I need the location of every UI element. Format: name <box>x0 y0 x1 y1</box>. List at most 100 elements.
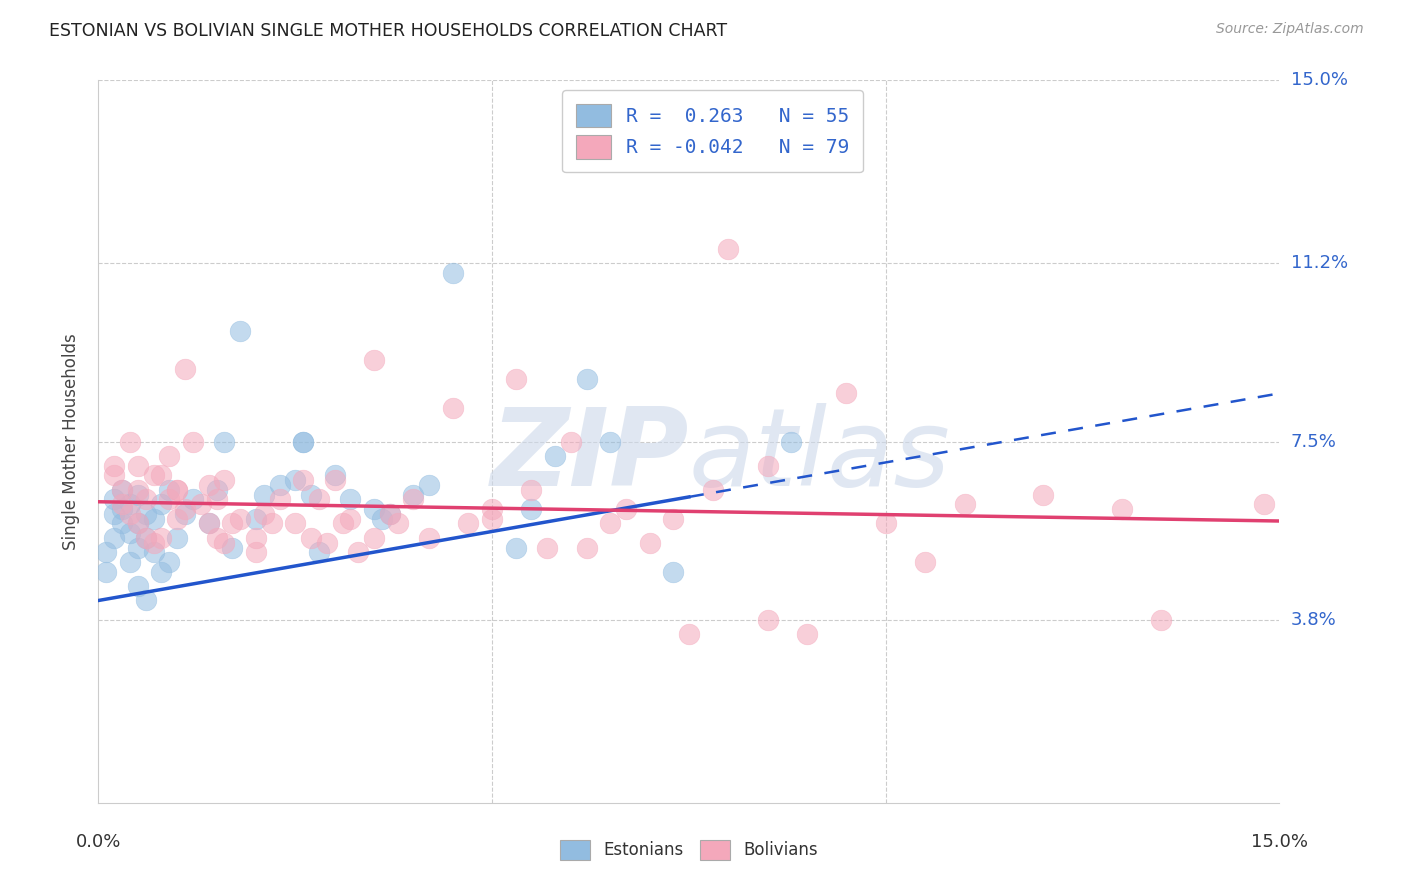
Point <box>481 511 503 525</box>
Text: atlas: atlas <box>689 403 950 508</box>
Point <box>520 502 543 516</box>
Point <box>127 487 149 501</box>
Point <box>127 516 149 531</box>
Point <box>118 434 141 449</box>
Point <box>269 478 291 492</box>
Point <box>339 492 361 507</box>
Point <box>181 492 204 507</box>
Point <box>111 516 134 531</box>
Text: 0.0%: 0.0% <box>76 833 121 851</box>
Point <box>205 483 228 497</box>
Point <box>1032 487 1054 501</box>
Text: 7.5%: 7.5% <box>1291 433 1337 450</box>
Point <box>190 497 212 511</box>
Point <box>308 545 330 559</box>
Point <box>575 541 598 555</box>
Point <box>245 531 267 545</box>
Point <box>253 487 276 501</box>
Point <box>260 516 283 531</box>
Point <box>127 458 149 473</box>
Legend: Estonians, Bolivians: Estonians, Bolivians <box>553 833 825 867</box>
Point <box>127 483 149 497</box>
Point <box>118 555 141 569</box>
Point <box>142 535 165 549</box>
Point <box>953 497 976 511</box>
Point <box>717 242 740 256</box>
Point <box>292 473 315 487</box>
Point <box>214 473 236 487</box>
Point <box>371 511 394 525</box>
Point <box>111 483 134 497</box>
Point <box>481 502 503 516</box>
Point <box>638 535 661 549</box>
Point <box>127 579 149 593</box>
Point <box>118 526 141 541</box>
Point <box>292 434 315 449</box>
Point <box>536 541 558 555</box>
Point <box>914 555 936 569</box>
Point <box>599 434 621 449</box>
Point <box>756 613 779 627</box>
Point <box>756 458 779 473</box>
Point <box>166 511 188 525</box>
Point <box>1253 497 1275 511</box>
Point <box>253 507 276 521</box>
Point <box>245 511 267 525</box>
Point <box>229 511 252 525</box>
Point <box>150 497 173 511</box>
Point <box>402 492 425 507</box>
Point <box>520 483 543 497</box>
Point <box>418 478 440 492</box>
Point <box>299 531 322 545</box>
Point <box>103 458 125 473</box>
Point <box>441 266 464 280</box>
Point <box>875 516 897 531</box>
Point <box>135 531 157 545</box>
Point <box>363 352 385 367</box>
Point <box>299 487 322 501</box>
Point <box>96 565 118 579</box>
Point <box>662 511 685 525</box>
Point <box>127 516 149 531</box>
Point <box>197 516 219 531</box>
Point <box>614 502 637 516</box>
Point <box>197 478 219 492</box>
Point <box>560 434 582 449</box>
Point <box>284 516 307 531</box>
Point <box>457 516 479 531</box>
Point <box>347 545 370 559</box>
Point <box>269 492 291 507</box>
Point <box>505 372 527 386</box>
Point <box>363 531 385 545</box>
Point <box>418 531 440 545</box>
Point <box>205 531 228 545</box>
Point <box>575 372 598 386</box>
Point <box>103 468 125 483</box>
Point <box>96 545 118 559</box>
Point <box>135 531 157 545</box>
Point <box>181 434 204 449</box>
Point <box>166 483 188 497</box>
Point <box>157 492 180 507</box>
Point <box>142 545 165 559</box>
Point <box>378 507 401 521</box>
Point <box>339 511 361 525</box>
Text: 15.0%: 15.0% <box>1251 833 1308 851</box>
Point <box>197 516 219 531</box>
Text: 15.0%: 15.0% <box>1291 71 1347 89</box>
Point <box>142 511 165 525</box>
Point <box>387 516 409 531</box>
Point <box>308 492 330 507</box>
Text: 3.8%: 3.8% <box>1291 611 1336 629</box>
Point <box>103 531 125 545</box>
Point <box>292 434 315 449</box>
Point <box>174 507 197 521</box>
Point <box>505 541 527 555</box>
Point <box>103 507 125 521</box>
Point <box>323 473 346 487</box>
Point <box>150 531 173 545</box>
Y-axis label: Single Mother Households: Single Mother Households <box>62 334 80 549</box>
Point <box>332 516 354 531</box>
Point <box>214 535 236 549</box>
Point <box>284 473 307 487</box>
